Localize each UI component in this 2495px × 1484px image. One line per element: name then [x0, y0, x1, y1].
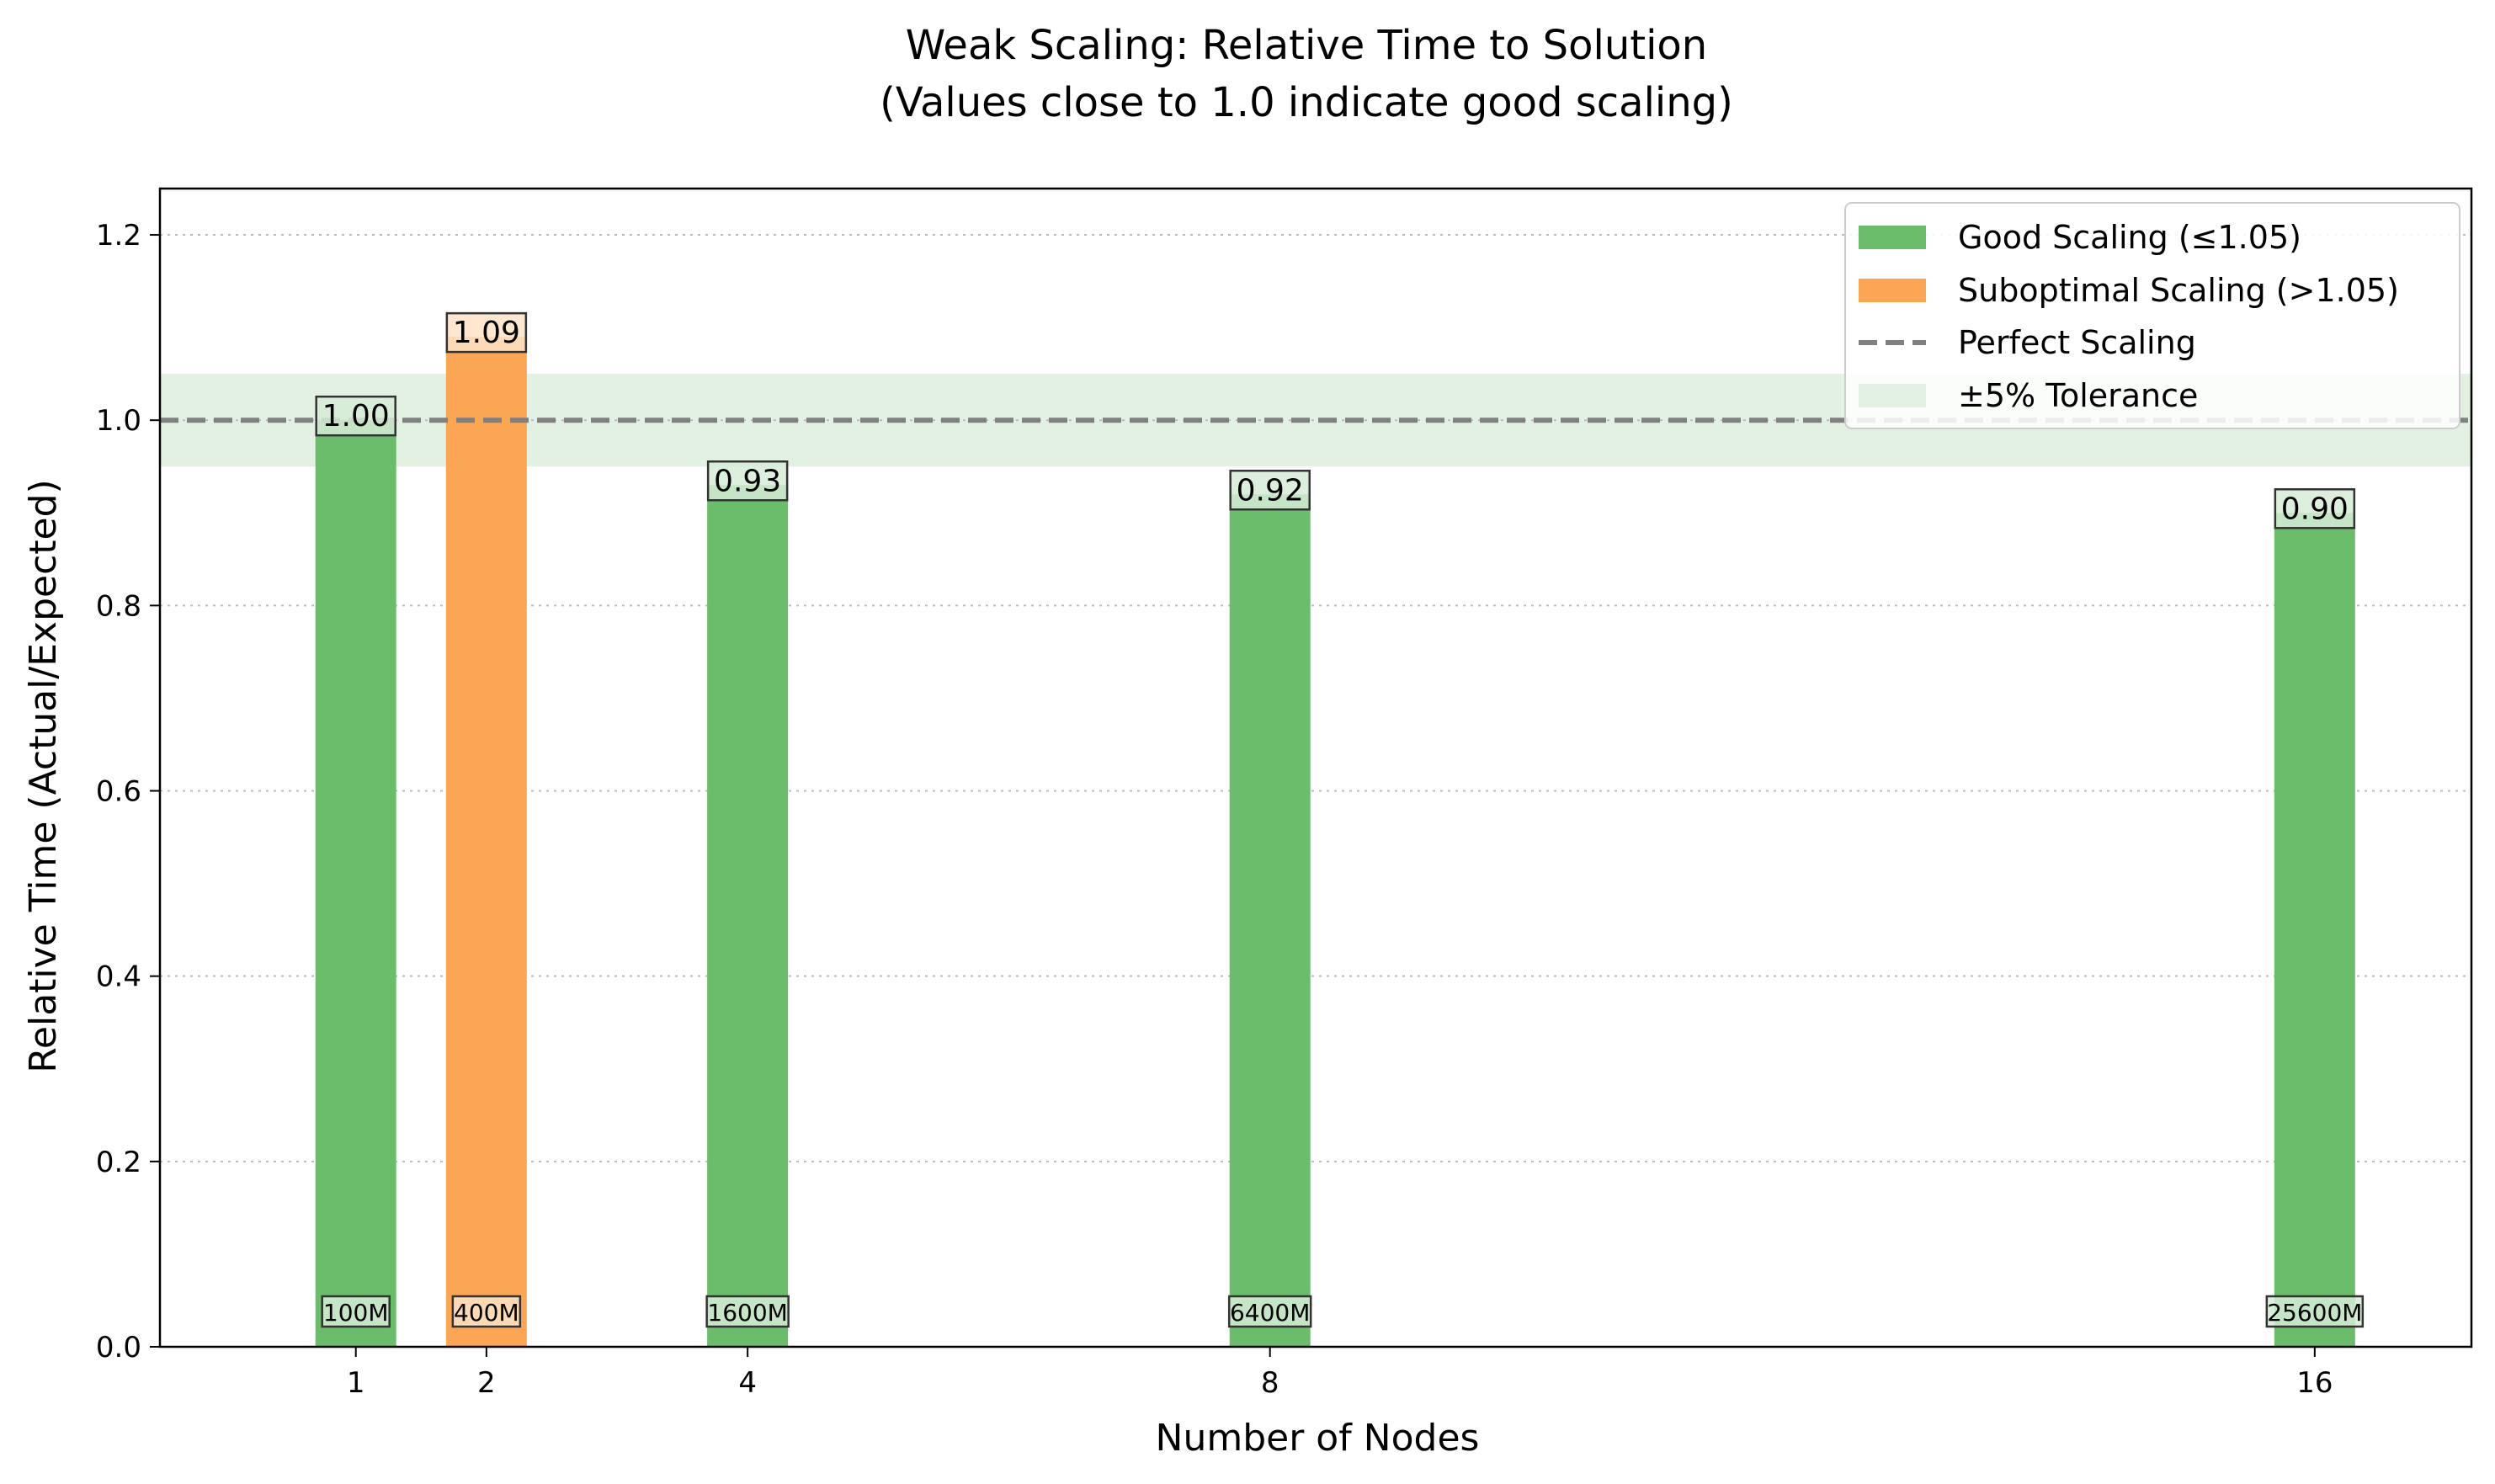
bar [1229, 494, 1311, 1347]
y-tick-label: 1.2 [96, 219, 141, 253]
y-tick-label: 0.8 [96, 589, 141, 623]
problem-size-box [321, 1295, 391, 1328]
value-label: 0.93 [714, 464, 781, 498]
problem-size-label: 6400M [1230, 1299, 1310, 1327]
value-label-box [706, 460, 789, 502]
problem-size-label: 100M [323, 1299, 389, 1327]
legend-swatch [1859, 384, 1926, 407]
y-axis-label: Relative Time (Actual/Expected) [22, 479, 65, 1072]
value-label-box [445, 311, 528, 354]
x-tick-label: 8 [1261, 1366, 1279, 1400]
bar [707, 485, 789, 1347]
x-tick-label: 1 [347, 1366, 365, 1400]
legend-label: Suboptimal Scaling (>1.05) [1958, 272, 2399, 309]
value-label-box [2274, 488, 2356, 529]
bar [2274, 513, 2355, 1347]
x-axis-label: Number of Nodes [1156, 1417, 1480, 1460]
value-label-box [315, 395, 396, 437]
legend: Good Scaling (≤1.05) Suboptimal Scaling (… [1844, 202, 2460, 429]
legend-label: Good Scaling (≤1.05) [1958, 219, 2301, 256]
plot-frame [158, 187, 2473, 1348]
legend-label: ±5% Tolerance [1958, 377, 2198, 414]
bar [315, 420, 396, 1348]
bar [445, 337, 527, 1348]
y-tick-label: 0.6 [96, 775, 141, 809]
chart-title: Weak Scaling: Relative Time to Solution [906, 22, 1707, 69]
problem-size-box [705, 1295, 790, 1328]
value-label: 0.90 [2281, 492, 2349, 526]
problem-size-box [451, 1295, 522, 1328]
value-label: 1.09 [453, 316, 520, 350]
problem-size-label: 1600M [707, 1299, 787, 1327]
y-tick-label: 0.2 [96, 1146, 141, 1179]
value-label: 0.92 [1237, 473, 1304, 508]
problem-size-box [1227, 1295, 1312, 1328]
problem-size-label: 25600M [2267, 1299, 2362, 1327]
legend-swatch [1859, 226, 1926, 249]
value-label-box [1229, 470, 1311, 511]
problem-size-label: 400M [454, 1299, 519, 1327]
x-tick-label: 2 [477, 1366, 496, 1400]
y-tick-label: 1.0 [96, 404, 141, 438]
problem-size-box [2265, 1295, 2365, 1328]
x-tick-label: 16 [2296, 1366, 2333, 1400]
value-label: 1.00 [322, 399, 390, 433]
chart-subtitle: (Values close to 1.0 indicate good scali… [880, 79, 1733, 126]
legend-box [1844, 202, 2460, 429]
legend-swatch [1859, 279, 1926, 302]
y-tick-label: 0.0 [96, 1331, 141, 1364]
legend-label: Perfect Scaling [1958, 324, 2196, 361]
x-tick-label: 4 [738, 1366, 757, 1400]
y-tick-label: 0.4 [96, 960, 141, 994]
